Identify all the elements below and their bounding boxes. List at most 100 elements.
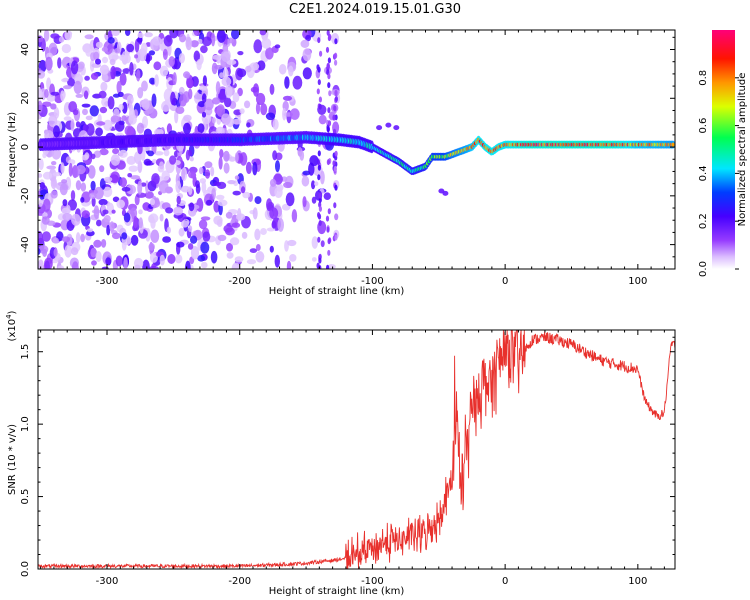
- noise-cell: [142, 202, 151, 211]
- noise-cell: [141, 98, 150, 111]
- noise-cell: [62, 77, 69, 82]
- noise-cell: [286, 260, 292, 269]
- noise-cell: [199, 85, 207, 91]
- noise-cell: [216, 56, 221, 64]
- noise-cell: [190, 235, 198, 244]
- noise-cell: [98, 198, 108, 206]
- noise-cell: [234, 152, 239, 163]
- noise-cell: [314, 181, 319, 186]
- noise-cell: [325, 215, 330, 222]
- noise-cell: [91, 260, 97, 266]
- noise-cell: [73, 80, 83, 94]
- noise-cell: [119, 72, 127, 86]
- noise-cell: [301, 175, 310, 187]
- noise-cell: [75, 164, 86, 175]
- noise-cell: [51, 161, 57, 166]
- noise-cell: [81, 210, 91, 219]
- noise-cell: [150, 229, 160, 243]
- noise-cell: [176, 195, 181, 205]
- noise-cell: [291, 209, 298, 223]
- noise-cell: [198, 219, 208, 230]
- noise-cell: [249, 248, 258, 254]
- noise-cell: [223, 162, 230, 174]
- noise-cell: [66, 205, 71, 214]
- noise-cell: [185, 260, 191, 269]
- noise-cell: [128, 165, 139, 172]
- noise-cell: [269, 207, 279, 220]
- noise-cell: [317, 174, 321, 181]
- x-tick-label: -100: [361, 276, 384, 287]
- multiplier-close: ): [7, 310, 18, 314]
- noise-cell: [210, 166, 215, 177]
- noise-cell: [154, 151, 164, 156]
- noise-cell: [300, 39, 310, 49]
- noise-cell: [308, 162, 315, 176]
- noise-cell: [213, 215, 223, 225]
- noise-cell: [221, 113, 231, 126]
- colorbar-label: Normalized spectral amplitude: [737, 73, 748, 227]
- colorbar-tick-label: 0.6: [698, 118, 709, 134]
- noise-cell: [93, 205, 100, 220]
- noise-cell: [43, 198, 51, 212]
- noise-cell: [38, 88, 43, 100]
- noise-cell: [269, 83, 275, 95]
- ridge-cell: [442, 190, 449, 196]
- noise-cell: [159, 161, 165, 170]
- noise-cell: [231, 30, 240, 40]
- noise-cell: [221, 52, 231, 63]
- noise-cell: [196, 59, 202, 71]
- noise-cell: [42, 171, 53, 180]
- noise-cell: [93, 150, 101, 158]
- noise-cell: [61, 43, 72, 54]
- noise-cell: [70, 60, 79, 75]
- noise-cell: [175, 254, 183, 264]
- noise-cell: [226, 242, 233, 252]
- noise-cell: [215, 194, 225, 200]
- noise-cell: [38, 230, 43, 244]
- noise-cell: [166, 226, 171, 234]
- y-tick-label: 0.5: [20, 489, 31, 505]
- noise-cell: [75, 232, 81, 244]
- noise-cell: [41, 231, 51, 242]
- x-tick-label: -300: [96, 576, 119, 587]
- noise-cell: [204, 161, 213, 169]
- noise-cell: [188, 171, 196, 179]
- noise-cell: [282, 95, 293, 101]
- x-tick-label: 0: [502, 276, 508, 287]
- noise-cell: [204, 169, 211, 179]
- colorbar-tick-label: 0.8: [698, 70, 709, 86]
- noise-cell: [60, 162, 65, 174]
- noise-cell: [57, 265, 65, 269]
- noise-cell: [266, 227, 276, 232]
- noise-cell: [141, 80, 148, 92]
- noise-cell: [261, 38, 272, 49]
- noise-cell: [145, 180, 149, 194]
- noise-cell: [217, 199, 228, 207]
- noise-cell: [50, 103, 57, 110]
- noise-cell: [328, 90, 332, 97]
- noise-cell: [99, 64, 110, 75]
- noise-cell: [152, 158, 157, 164]
- noise-cell: [38, 158, 44, 171]
- noise-cell: [188, 202, 195, 212]
- noise-cell: [172, 72, 177, 86]
- y-axis-multiplier: (x104): [5, 310, 18, 341]
- noise-cell: [272, 150, 278, 161]
- noise-cell: [107, 96, 115, 110]
- noise-cell: [89, 105, 100, 117]
- noise-cell: [50, 176, 57, 190]
- noise-cell: [299, 150, 305, 161]
- noise-cell: [269, 178, 277, 187]
- noise-cell: [199, 178, 207, 184]
- noise-cell: [326, 30, 330, 36]
- noise-cell: [252, 83, 260, 97]
- noise-cell: [259, 30, 267, 36]
- noise-cell: [226, 252, 234, 259]
- noise-cell: [318, 205, 322, 212]
- noise-cell: [130, 175, 141, 180]
- noise-cell: [90, 72, 99, 80]
- noise-cell: [144, 32, 153, 38]
- noise-cell: [211, 32, 216, 47]
- noise-cell: [229, 237, 240, 246]
